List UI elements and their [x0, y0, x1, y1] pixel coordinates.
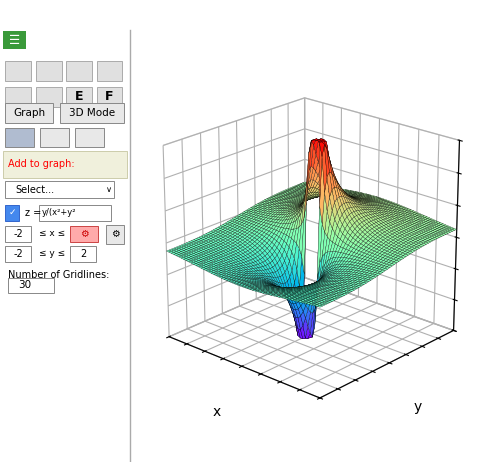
Text: Welcome to CalcPlot3D!: Welcome to CalcPlot3D!: [119, 6, 361, 24]
Bar: [5, 128, 34, 146]
Bar: [75, 128, 104, 146]
Bar: [5, 181, 114, 199]
Text: 3D Mode: 3D Mode: [69, 109, 115, 118]
Text: ✓: ✓: [9, 208, 16, 217]
Bar: [5, 61, 31, 81]
Text: F: F: [105, 91, 114, 103]
Text: Number of Gridlines:: Number of Gridlines:: [8, 270, 109, 280]
Bar: [5, 103, 53, 123]
Bar: [2, 31, 26, 49]
Bar: [36, 61, 61, 81]
Text: 2: 2: [80, 249, 86, 259]
Bar: [70, 246, 96, 261]
Bar: [66, 61, 92, 81]
Bar: [39, 205, 111, 221]
Text: ⚙: ⚙: [111, 229, 120, 239]
Bar: [5, 246, 31, 261]
X-axis label: x: x: [212, 405, 221, 419]
Bar: [5, 226, 31, 242]
Text: Graph: Graph: [13, 109, 45, 118]
Bar: [70, 226, 98, 242]
Bar: [66, 86, 92, 107]
Text: 30: 30: [18, 280, 31, 290]
Bar: [8, 278, 54, 292]
Text: ≤ x ≤: ≤ x ≤: [39, 230, 65, 238]
Text: Select...: Select...: [15, 185, 55, 195]
Text: ☰: ☰: [9, 34, 20, 47]
Bar: [5, 205, 19, 221]
Text: -2: -2: [13, 229, 23, 239]
Bar: [60, 103, 124, 123]
Text: ∨: ∨: [106, 185, 112, 195]
Bar: [40, 128, 69, 146]
Text: y/(x²+y²: y/(x²+y²: [41, 208, 76, 217]
Text: ⚙: ⚙: [80, 229, 89, 239]
Bar: [96, 61, 122, 81]
Text: E: E: [75, 91, 84, 103]
Y-axis label: y: y: [413, 400, 421, 414]
Text: -2: -2: [13, 249, 23, 259]
Bar: [2, 151, 127, 178]
Text: ≤ y ≤: ≤ y ≤: [39, 249, 65, 258]
Text: Add to graph:: Add to graph:: [8, 159, 74, 170]
Bar: [106, 225, 124, 244]
Bar: [36, 86, 61, 107]
Bar: [5, 86, 31, 107]
Text: z =: z =: [24, 208, 41, 218]
Bar: [96, 86, 122, 107]
